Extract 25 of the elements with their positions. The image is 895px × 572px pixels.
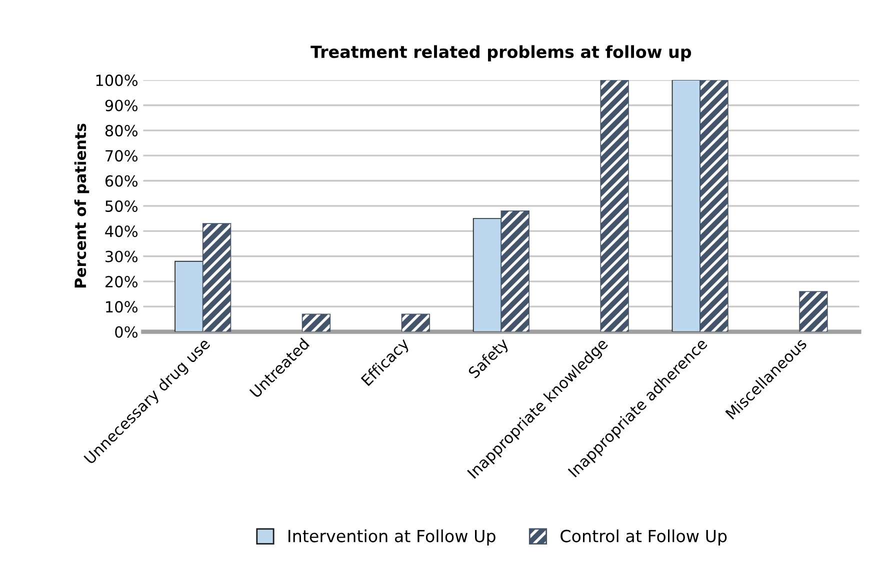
legend-label: Control at Follow Up (560, 529, 727, 546)
y-axis-title: Percent of patients (74, 124, 90, 288)
bar (472, 218, 502, 332)
chart-title: Treatment related problems at follow up (310, 45, 692, 62)
y-tick-label: 20% (106, 276, 138, 288)
bar (302, 314, 331, 332)
y-tick-label: 0% (115, 326, 138, 338)
y-tick-label: 60% (105, 175, 138, 187)
y-tick-label: 80% (105, 124, 138, 136)
bar (672, 80, 701, 332)
bar (500, 210, 530, 332)
bar (174, 260, 204, 332)
y-tick-label: 40% (105, 226, 138, 238)
bar (401, 314, 430, 332)
y-tick-label: 100% (96, 74, 138, 86)
bar (600, 80, 629, 332)
y-tick-label: 70% (106, 150, 138, 162)
y-tick-label: 90% (105, 100, 138, 112)
y-tick-label: 10% (106, 301, 138, 313)
y-tick-label: 50% (106, 200, 138, 212)
bar (700, 80, 728, 332)
bar (799, 291, 828, 332)
y-tick-label: 30% (106, 250, 138, 262)
bar (202, 223, 232, 332)
legend-label: Intervention at Follow Up (288, 529, 496, 546)
